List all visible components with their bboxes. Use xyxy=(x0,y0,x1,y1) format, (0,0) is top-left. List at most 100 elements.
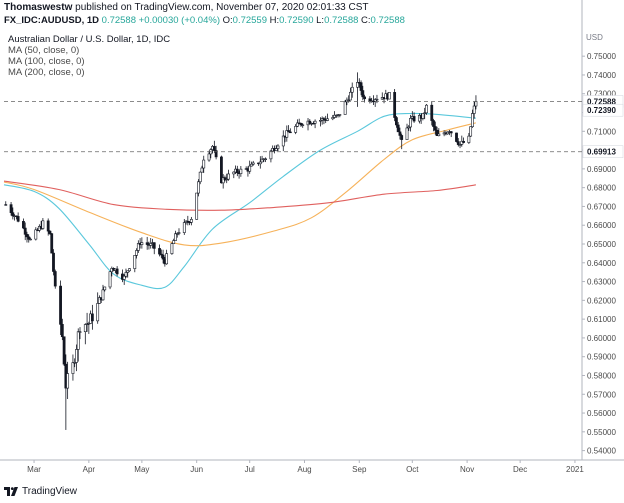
candle-down xyxy=(161,254,165,260)
candle-up xyxy=(387,92,391,100)
candle-up xyxy=(133,255,137,269)
candle-down xyxy=(212,146,216,151)
candle-down xyxy=(46,220,50,232)
candle-down xyxy=(393,92,397,118)
price-axis[interactable]: USD 0.54000 0.55000 0.56000 0.57000 0.58000 0.… xyxy=(582,33,624,456)
time-tick-label: Aug xyxy=(297,465,311,474)
candle-up xyxy=(78,331,82,333)
low-value: 0.72588 xyxy=(324,15,359,26)
candle-up xyxy=(276,145,280,149)
candle-up xyxy=(269,150,273,160)
candle-up xyxy=(101,289,105,301)
price-tick-label: 0.69000 xyxy=(587,165,616,174)
candle-down xyxy=(322,118,326,120)
candle-down xyxy=(152,242,156,249)
candle-up xyxy=(198,171,202,183)
price-label-box xyxy=(582,145,624,158)
time-tick-label: Mar xyxy=(27,465,41,474)
candle-up xyxy=(347,99,351,102)
price-tick-label: 0.59000 xyxy=(587,353,616,362)
candle-down xyxy=(159,253,163,256)
chart-legend: Australian Dollar / U.S. Dollar, 1D, IDC… xyxy=(8,34,170,78)
candle-up xyxy=(225,178,229,181)
time-tick-label: Nov xyxy=(460,465,474,474)
candle-up xyxy=(409,118,412,128)
moving-averages xyxy=(3,112,477,290)
candle-up xyxy=(66,373,70,389)
candle-up xyxy=(98,297,101,304)
candle-up xyxy=(83,324,87,333)
candle-up xyxy=(301,124,305,126)
high-label: H: xyxy=(269,15,280,26)
time-axis[interactable]: Mar Apr May Jun Jul Aug Sep Oct Nov Dec 2021 xyxy=(27,460,584,474)
candle-down xyxy=(435,129,439,137)
candle-down xyxy=(223,177,227,180)
candle-up xyxy=(294,126,298,133)
close-label: C: xyxy=(361,15,371,26)
candle-down xyxy=(11,212,15,217)
candle-down xyxy=(158,248,161,255)
candle-down xyxy=(430,104,434,121)
candle-up xyxy=(207,153,211,161)
ma-line-200 xyxy=(3,180,476,211)
candle-up xyxy=(140,242,144,245)
price-tick-label: 0.57000 xyxy=(587,390,616,399)
candle-up xyxy=(108,271,112,288)
legend-ma200[interactable]: MA (200, close, 0) xyxy=(8,67,85,78)
candle-up xyxy=(227,173,230,180)
candle-down xyxy=(432,120,435,127)
publish-text: published on TradingView.com, November 0… xyxy=(75,2,369,13)
time-tick-label: 2021 xyxy=(566,465,584,474)
candle-up xyxy=(407,126,411,129)
price-tick-label: 0.73000 xyxy=(587,90,616,99)
candle-down xyxy=(60,324,64,338)
price-tick-label: 0.65000 xyxy=(587,240,616,249)
price-label-text: 0.69913 xyxy=(587,148,616,157)
legend-ma100[interactable]: MA (100, close, 0) xyxy=(8,56,85,67)
legend-title[interactable]: Australian Dollar / U.S. Dollar, 1D, IDC xyxy=(8,34,171,45)
candle-up xyxy=(232,171,236,175)
candle-up xyxy=(458,144,462,146)
time-tick-label: Dec xyxy=(513,465,527,474)
candle-up xyxy=(197,181,200,194)
candle-down xyxy=(214,150,218,158)
candle-down xyxy=(22,221,25,229)
brand-name: TradingView xyxy=(22,486,78,497)
tradingview-brand[interactable]: TradingView xyxy=(4,486,77,497)
candle-up xyxy=(96,303,100,322)
legend-ma50[interactable]: MA (50, close, 0) xyxy=(8,45,80,56)
symbol-label[interactable]: FX_IDC:AUDUSD, 1D xyxy=(4,15,100,26)
candle-up xyxy=(200,167,204,173)
candle-down xyxy=(90,313,94,322)
last-price: 0.72588 xyxy=(101,15,136,26)
open-label: O: xyxy=(222,15,233,26)
candle-up xyxy=(421,113,425,119)
candle-up xyxy=(258,161,262,165)
low-label: L: xyxy=(316,15,325,26)
time-tick-label: May xyxy=(134,465,149,474)
close-value: 0.72588 xyxy=(370,15,405,26)
candle-up xyxy=(174,233,177,241)
candle-up xyxy=(260,158,264,163)
ma-line-50 xyxy=(3,112,476,290)
candle-up xyxy=(239,168,243,174)
candle-up xyxy=(182,222,186,233)
candle-down xyxy=(287,130,290,133)
price-tick-label: 0.71000 xyxy=(587,127,616,136)
candle-up xyxy=(149,243,153,246)
candle-up xyxy=(248,165,252,172)
candle-up xyxy=(338,114,342,116)
price-lines xyxy=(4,101,582,153)
candle-up xyxy=(356,82,359,88)
candle-down xyxy=(299,123,303,126)
candle-down xyxy=(9,204,13,213)
candle-up xyxy=(469,126,473,137)
currency-label: USD xyxy=(586,33,603,42)
candle-down xyxy=(363,96,366,100)
candle-up xyxy=(170,243,174,254)
candle-down xyxy=(4,204,8,206)
candle-down xyxy=(23,227,27,235)
price-tick-label: 0.54000 xyxy=(587,447,616,456)
candle-up xyxy=(343,101,347,115)
